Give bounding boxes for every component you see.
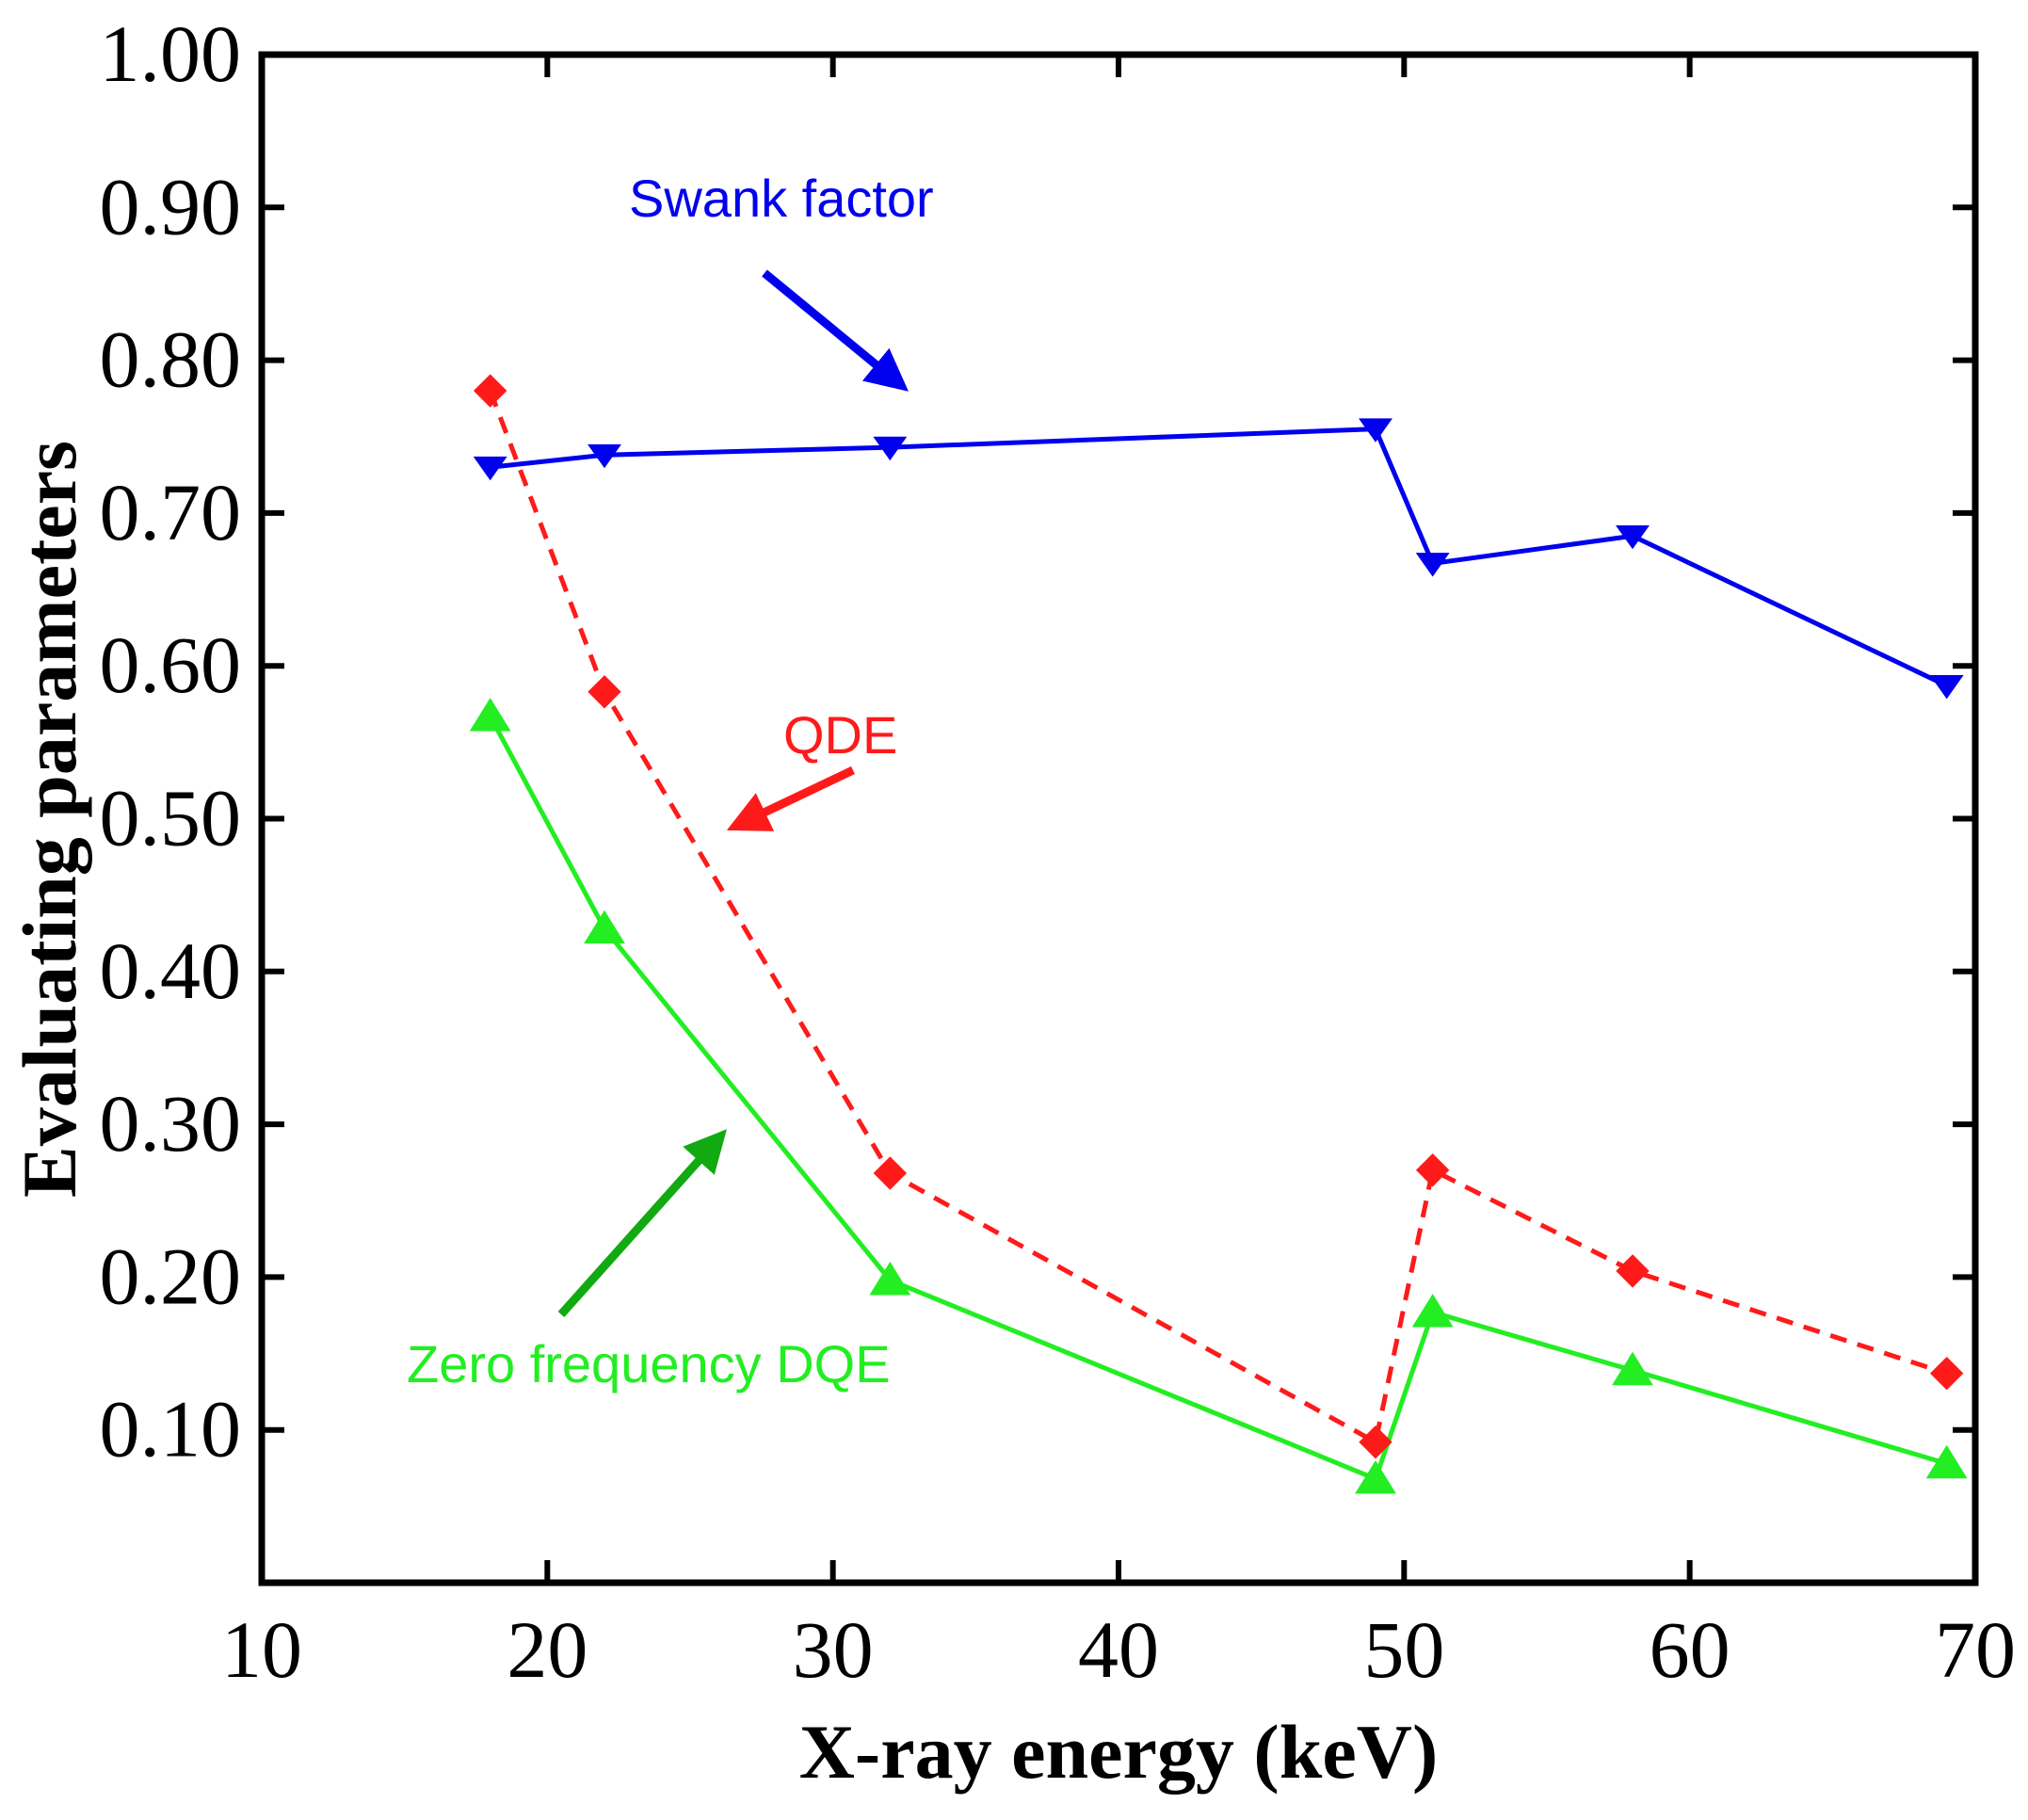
dqe-arrow	[557, 1129, 728, 1318]
zero-frequency-dqe-marker	[869, 1261, 911, 1296]
swank-factor-line	[490, 427, 1948, 688]
qde-marker	[1616, 1254, 1650, 1288]
qde-line	[488, 390, 1948, 1445]
y-tick-label: 0.20	[100, 1231, 242, 1321]
swank-factor-marker	[587, 443, 621, 469]
y-tick-label: 0.50	[100, 773, 242, 863]
axis-ticks	[259, 52, 1978, 1583]
swank-factor-marker	[873, 436, 908, 461]
x-tick-label: 60	[1650, 1604, 1730, 1695]
x-axis-title: X-ray energy (keV)	[799, 1709, 1439, 1795]
swank-factor-label: Swank factor	[629, 169, 934, 228]
y-tick-label: 0.10	[100, 1384, 242, 1474]
series-lines	[488, 390, 1948, 1482]
x-tick-label: 10	[221, 1604, 302, 1695]
zero-frequency-dqe-marker	[1355, 1459, 1396, 1494]
y-tick-label: 0.70	[100, 467, 242, 557]
x-tick-label: 50	[1363, 1604, 1444, 1695]
y-tick-label: 0.40	[100, 926, 242, 1016]
qde-label: QDE	[783, 705, 897, 765]
zero-frequency-dqe-marker	[584, 910, 625, 944]
x-tick-label: 30	[793, 1604, 874, 1695]
swank-factor-marker	[1415, 553, 1450, 577]
swank-factor-marker	[1616, 524, 1650, 550]
tick-labels: 10 20 30 40 50 60 70 0.10 0.20 0.30 0.40 0.50 0.60 0.…	[100, 8, 2017, 1695]
y-tick-label: 0.60	[100, 620, 242, 710]
qde-marker	[1929, 1356, 1964, 1391]
y-tick-label: 1.00	[100, 8, 242, 99]
y-tick-label: 0.90	[100, 161, 242, 251]
zero-frequency-dqe-marker	[1925, 1444, 1968, 1479]
x-tick-label: 20	[507, 1604, 587, 1695]
qde-marker	[1359, 1425, 1392, 1459]
swank-factor-marker	[1359, 418, 1392, 443]
y-tick-label: 0.80	[100, 314, 242, 405]
qde-marker	[473, 374, 507, 408]
x-tick-label: 70	[1935, 1604, 2016, 1695]
zero-frequency-dqe-marker	[1612, 1351, 1653, 1386]
y-tick-label: 0.30	[100, 1078, 242, 1168]
qde-marker	[1415, 1153, 1450, 1187]
swank-arrow	[762, 269, 909, 392]
x-tick-label: 40	[1078, 1604, 1159, 1695]
qde-marker	[587, 675, 621, 709]
series-markers	[469, 374, 1968, 1494]
swank-factor-marker	[1929, 674, 1964, 700]
zero-frequency-dqe-label: Zero frequency DQE	[407, 1334, 891, 1393]
y-axis-title: Evaluating parameters	[7, 441, 92, 1198]
qde-arrow	[726, 765, 855, 831]
qde-marker	[873, 1156, 908, 1190]
zero-frequency-dqe-marker	[469, 698, 511, 732]
zero-frequency-dqe-marker	[1411, 1294, 1454, 1328]
swank-factor-marker	[473, 456, 507, 481]
